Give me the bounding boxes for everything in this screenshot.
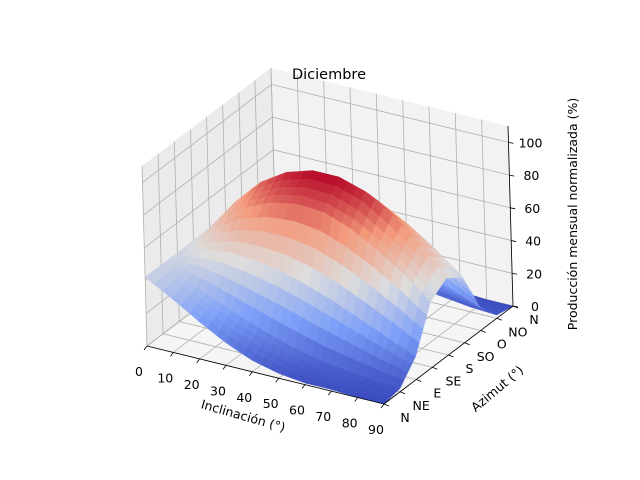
z-tick-label: 0 (531, 299, 539, 314)
x-tick (170, 352, 174, 357)
y-tick-label: O (497, 337, 507, 352)
x-tick (143, 345, 148, 351)
y-tick-label: NO (508, 324, 527, 339)
x-tick-label: 60 (289, 403, 305, 418)
x-tick (249, 371, 253, 377)
y-tick (480, 330, 486, 333)
z-tick-label: 20 (526, 266, 542, 281)
z-tick (509, 174, 515, 177)
y-tick (432, 366, 438, 370)
y-tick (416, 379, 422, 382)
x-tick-label: 0 (135, 364, 143, 379)
y-tick-label: N (529, 312, 538, 327)
x-tick (328, 390, 332, 396)
z-tick (510, 207, 516, 210)
z-tick (511, 240, 517, 242)
z-tick (512, 305, 519, 308)
y-tick (496, 317, 503, 321)
y-tick-label: S (466, 361, 474, 376)
x-tick-label: 20 (184, 377, 200, 392)
axes: 0 10 20 30 40 50 60 70 80 90NNEESESSOONON02040608… (135, 125, 543, 437)
y-tick-label: NE (412, 398, 429, 413)
x-tick-label: 30 (210, 383, 226, 398)
x-tick-label: 70 (315, 409, 331, 424)
chart-title: Diciembre (292, 67, 366, 83)
x-tick (301, 384, 306, 389)
surface-mesh (144, 170, 514, 405)
z-axis-line (507, 125, 514, 307)
z-axis-label: Producción mensual normalizada (%) (565, 98, 580, 330)
y-tick (399, 391, 406, 395)
x-tick (380, 403, 385, 409)
y-tick-label: SO (477, 349, 495, 364)
grid-line-z (143, 116, 510, 216)
y-tick-label: N (400, 410, 409, 425)
x-tick-label: 90 (368, 422, 384, 437)
x-tick-label: 40 (236, 390, 252, 405)
y-tick-label: E (433, 386, 441, 401)
x-tick-label: 10 (157, 370, 173, 385)
y-axis-label: Azimut (°) (468, 362, 526, 414)
x-tick-label: 80 (342, 416, 358, 431)
x-tick (354, 397, 358, 402)
z-tick (508, 141, 514, 144)
y-tick-label: SE (445, 373, 461, 388)
y-tick (383, 403, 390, 407)
z-tick (512, 272, 518, 275)
z-tick-label: 40 (525, 234, 541, 249)
z-tick-label: 60 (524, 201, 540, 216)
x-tick (196, 358, 200, 364)
x-tick-label: 50 (263, 396, 279, 411)
grid-line-z (144, 149, 511, 249)
z-tick-label: 80 (523, 168, 539, 183)
grid-line-z (142, 83, 509, 183)
y-tick (448, 354, 454, 358)
z-tick-label: 100 (519, 135, 543, 150)
x-tick (222, 365, 227, 370)
x-axis-line (146, 345, 385, 405)
x-tick (275, 377, 279, 383)
y-tick (464, 342, 470, 346)
